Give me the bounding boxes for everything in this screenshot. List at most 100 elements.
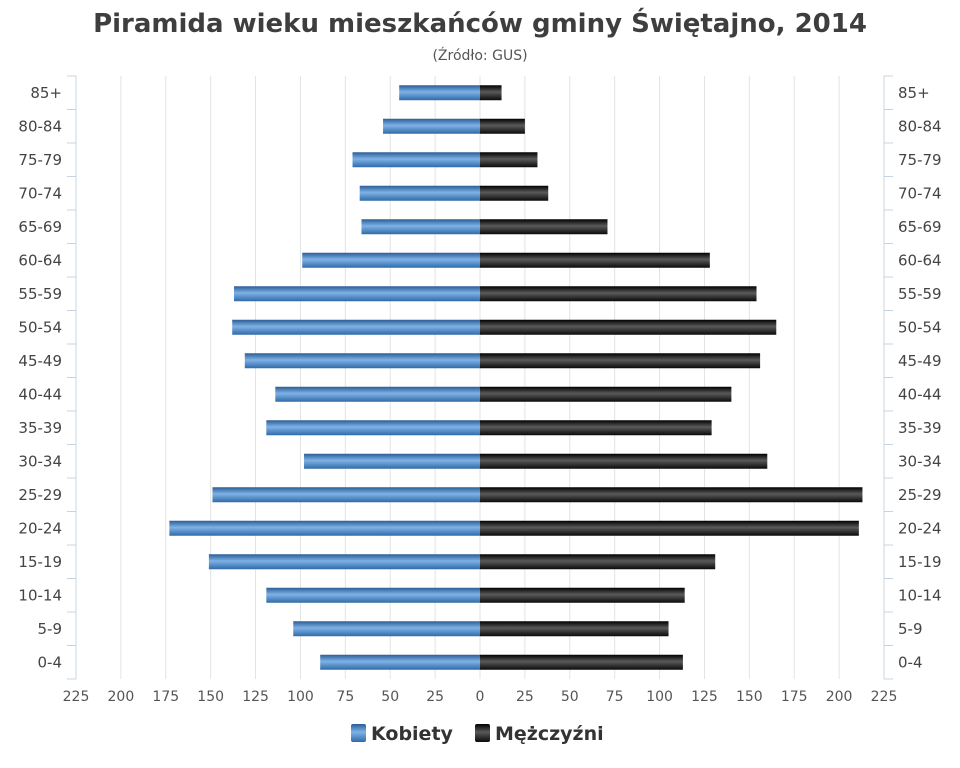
x-tick-label: 25 [426, 689, 444, 705]
bar-mezczyzni [480, 386, 732, 402]
legend-label: Mężczyźni [495, 723, 604, 745]
bar-mezczyzni [480, 520, 859, 536]
category-label-right: 80-84 [898, 117, 942, 135]
category-label-right: 5-9 [898, 620, 923, 638]
x-tick-label: 175 [781, 689, 808, 705]
category-label-left: 55-59 [18, 285, 62, 303]
x-tick-label: 150 [736, 689, 763, 705]
legend-swatch [475, 724, 490, 742]
bar-mezczyzni [480, 554, 716, 570]
category-label-right: 40-44 [898, 385, 942, 403]
axes [67, 75, 893, 680]
bar-kobiety [208, 554, 481, 570]
bar-mezczyzni [480, 353, 761, 369]
category-label-right: 50-54 [898, 318, 942, 336]
bar-kobiety [302, 252, 480, 268]
legend-swatch [351, 724, 366, 742]
x-tick-label: 25 [516, 689, 534, 705]
category-label-left: 40-44 [18, 385, 62, 403]
category-label-left: 45-49 [18, 352, 62, 370]
bar-mezczyzni [480, 453, 768, 469]
x-tick-label: 175 [152, 689, 179, 705]
bar-kobiety [359, 185, 480, 201]
bar-mezczyzni [480, 420, 712, 436]
bar-mezczyzni [480, 286, 757, 302]
category-label-right: 75-79 [898, 151, 942, 169]
legend: Kobiety Mężczyźni [351, 723, 604, 745]
x-tick-label: 225 [871, 689, 898, 705]
category-label-left: 65-69 [18, 218, 62, 236]
category-label-left: 50-54 [18, 318, 62, 336]
bar-kobiety [244, 353, 480, 369]
gridlines [120, 76, 840, 679]
bar-mezczyzni [480, 319, 777, 335]
bar-kobiety [304, 453, 480, 469]
bar-kobiety [266, 420, 480, 436]
legend-item-mezczyzni: Mężczyźni [475, 723, 604, 745]
category-label-left: 0-4 [38, 653, 63, 671]
category-label-left: 20-24 [18, 519, 62, 537]
category-label-right: 20-24 [898, 519, 942, 537]
category-label-left: 30-34 [18, 452, 62, 470]
bar-mezczyzni [480, 85, 502, 101]
bar-kobiety [234, 286, 480, 302]
chart-title: Piramida wieku mieszkańców gminy Świętaj… [93, 7, 867, 39]
category-label-right: 30-34 [898, 452, 942, 470]
x-tick-label: 75 [336, 689, 354, 705]
category-label-left: 10-14 [18, 586, 62, 604]
x-tick-label: 50 [561, 689, 579, 705]
bar-kobiety [399, 85, 480, 101]
bar-kobiety [232, 319, 480, 335]
bar-mezczyzni [480, 219, 608, 235]
x-tick-label: 200 [826, 689, 853, 705]
bar-kobiety [352, 152, 480, 168]
x-tick-label: 125 [242, 689, 269, 705]
category-labels: 85+ 85+ 80-84 80-84 75-79 75-79 70-74 70-74 65-6… [18, 84, 941, 672]
category-label-right: 15-19 [898, 553, 942, 571]
category-label-left: 5-9 [38, 620, 63, 638]
category-label-right: 60-64 [898, 251, 942, 269]
category-label-left: 15-19 [18, 553, 62, 571]
bar-kobiety [320, 654, 480, 670]
x-axis-ticks: 225 200 175 150 125 100 75 50 25 0 25 50 75 100 125 150… [63, 689, 898, 705]
bar-mezczyzni [480, 185, 549, 201]
legend-label: Kobiety [371, 723, 454, 745]
x-tick-label: 100 [287, 689, 314, 705]
legend-item-kobiety: Kobiety [351, 723, 454, 745]
category-label-right: 55-59 [898, 285, 942, 303]
bar-mezczyzni [480, 487, 863, 503]
x-tick-label: 225 [63, 689, 90, 705]
category-label-right: 45-49 [898, 352, 942, 370]
x-tick-label: 75 [606, 689, 624, 705]
x-tick-label: 125 [691, 689, 718, 705]
bar-kobiety [383, 118, 480, 134]
category-label-left: 70-74 [18, 184, 62, 202]
category-label-left: 80-84 [18, 117, 62, 135]
category-label-right: 10-14 [898, 586, 942, 604]
chart-subtitle: (Źródło: GUS) [432, 46, 527, 64]
category-label-left: 35-39 [18, 419, 62, 437]
bar-mezczyzni [480, 654, 683, 670]
bar-mezczyzni [480, 621, 669, 637]
category-label-left: 85+ [30, 84, 62, 102]
bar-mezczyzni [480, 252, 710, 268]
category-label-right: 65-69 [898, 218, 942, 236]
bar-mezczyzni [480, 587, 685, 603]
bar-kobiety [212, 487, 480, 503]
category-label-left: 75-79 [18, 151, 62, 169]
x-tick-label: 150 [197, 689, 224, 705]
category-label-right: 35-39 [898, 419, 942, 437]
category-label-right: 25-29 [898, 486, 942, 504]
bar-kobiety [361, 219, 480, 235]
category-label-right: 85+ [898, 84, 930, 102]
category-label-left: 60-64 [18, 251, 62, 269]
x-tick-label: 100 [646, 689, 673, 705]
bar-kobiety [293, 621, 480, 637]
bar-mezczyzni [480, 152, 538, 168]
x-tick-label: 0 [476, 689, 485, 705]
bar-kobiety [275, 386, 480, 402]
bars [169, 85, 863, 670]
category-label-right: 70-74 [898, 184, 942, 202]
bar-kobiety [266, 587, 480, 603]
